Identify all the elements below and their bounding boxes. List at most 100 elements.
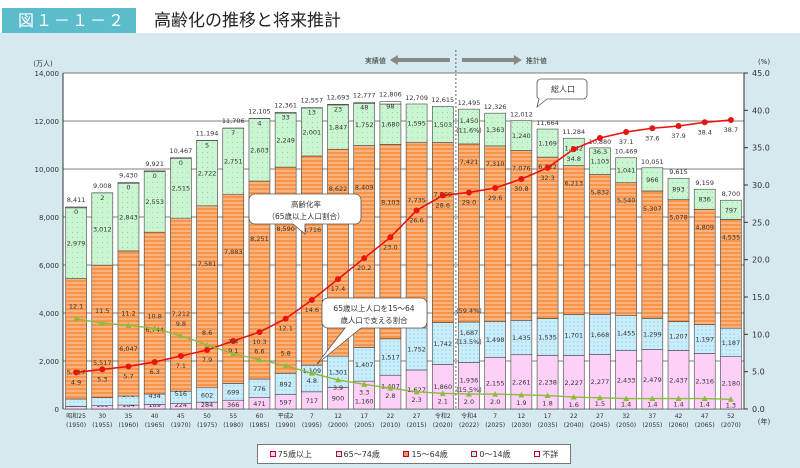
legend-item-75plus: 75歳以上	[269, 449, 312, 460]
x-tick-year: (2010)	[380, 422, 400, 429]
x-tick-year: (1950)	[66, 422, 86, 429]
bar-label-age15_64: 7,581	[198, 260, 217, 268]
bar-label-age15_64: 7,076	[512, 164, 531, 172]
x-tick-year: (1960)	[119, 422, 139, 429]
bar-age15_64	[431, 142, 454, 323]
bar-label-age15_64: 7,883	[224, 248, 243, 256]
bar-label-age0_14: 1,103	[591, 158, 610, 166]
x-tick-era: 45	[177, 413, 185, 420]
x-tick-era: 37	[649, 413, 657, 420]
bar-label-age0_14: 2,722	[198, 170, 217, 178]
bar-label-age15_64: 4,535	[722, 233, 741, 241]
point-label-aging_rate: 17.4	[331, 285, 345, 293]
bar-label-unknown: 0	[153, 172, 157, 180]
bar-label-unknown: 13	[308, 109, 316, 117]
point-label-support_ratio: 3.9	[333, 384, 343, 392]
bar-label-age15_64: 5,832	[591, 188, 610, 196]
bar-label-age15_64: 5,307	[643, 205, 662, 213]
annotation-age65_74: (13.5%)	[456, 338, 482, 346]
y-axis-unit: (万人)	[33, 60, 53, 68]
point-support_ratio	[465, 391, 472, 397]
bar-label-age75plus: 471	[253, 400, 265, 408]
point-label-support_ratio: 2.0	[490, 398, 500, 406]
figure-title: 高齢化の推移と将来推計	[154, 11, 341, 31]
x-tick-year: (2005)	[354, 422, 374, 429]
point-label-support_ratio: 4.8	[307, 377, 317, 385]
point-label-support_ratio: 7.4	[228, 338, 238, 346]
bar-label-unknown: 7	[231, 129, 235, 137]
bar-age0_14	[536, 128, 559, 158]
total-label: 9,008	[93, 182, 112, 190]
point-label-support_ratio: 2.1	[438, 397, 448, 405]
bar-age15_64	[301, 155, 323, 366]
point-label-aging_rate: 7.1	[176, 362, 186, 370]
point-label-aging_rate: 36.3	[593, 148, 607, 156]
total-label: 12,693	[327, 93, 350, 101]
y-tick-label: 12,000	[35, 118, 60, 126]
bar-label-age0_14: 797	[725, 206, 737, 214]
bar-unknown	[170, 157, 192, 159]
bar-label-age15_64: 8,716	[303, 226, 322, 234]
point-support_ratio	[308, 370, 315, 376]
total-label: 12,361	[274, 101, 297, 109]
line-support_ratio	[75, 317, 731, 400]
x-tick-era: 27	[596, 413, 604, 420]
y-tick-label: 8,000	[39, 214, 59, 222]
x-tick-year: (2035)	[538, 422, 558, 429]
point-label-support_ratio: 1.6	[569, 401, 579, 409]
x-tick-year: (2070)	[721, 422, 741, 429]
callout-aging-text: 高齢化率	[291, 199, 321, 209]
bar-label-age75plus: 900	[332, 395, 344, 403]
point-aging_rate	[518, 176, 525, 183]
point-label-aging_rate: 4.9	[71, 378, 81, 386]
total-label: 9,615	[669, 168, 688, 176]
callout-aging-text: （65歳以上人口割合）	[267, 211, 344, 221]
point-support_ratio	[177, 332, 184, 339]
bar-label-age0_14: 836	[699, 196, 711, 204]
bar-label-age75plus: 2,437	[669, 376, 688, 384]
bar-label-age0_14: 2,979	[67, 239, 86, 247]
bar-label-unknown: 33	[281, 113, 289, 121]
point-label-support_ratio: 1.4	[700, 401, 710, 409]
bar-unknown	[143, 170, 166, 173]
bar-age0_14	[720, 199, 742, 220]
bar-label-age75plus: 1,936	[460, 376, 479, 384]
bar-label-age0_14: 1,041	[617, 167, 636, 175]
bar-label-unknown: 0	[74, 208, 78, 216]
x-tick-year: (2000)	[328, 422, 348, 429]
point-support_ratio	[230, 350, 237, 357]
bar-age65_74	[65, 398, 87, 407]
point-aging_rate	[256, 329, 263, 336]
point-label-aging_rate: 34.8	[567, 155, 581, 163]
bar-age15_64	[484, 145, 506, 322]
bar-label-age65_74: 1,435	[512, 334, 531, 342]
point-label-aging_rate: 6.3	[150, 368, 160, 376]
bar-label-unknown: 98	[386, 103, 394, 111]
bar-label-age65_74: 1,207	[669, 333, 688, 341]
y-tick-label: 4,000	[39, 310, 59, 318]
point-support_ratio	[439, 390, 446, 396]
point-label-support_ratio: 1.4	[621, 401, 631, 409]
x-tick-year: (2045)	[590, 422, 610, 429]
total-label: 8,411	[67, 196, 86, 204]
bar-label-age75plus: 597	[279, 398, 291, 406]
y2-tick-label: 0.0	[752, 405, 765, 414]
bar-age0_14	[510, 120, 533, 151]
x-tick-year: (1995)	[302, 422, 322, 429]
bar-label-age0_14: 2,751	[224, 158, 243, 166]
point-support_ratio	[125, 322, 132, 328]
x-tick-era: 35	[125, 413, 133, 420]
total-label: 12,105	[248, 107, 271, 115]
bar-label-age0_14: 1,240	[512, 132, 531, 140]
x-tick-era: 12	[518, 413, 526, 420]
bar-unknown	[117, 182, 140, 184]
bar-label-age75plus: 2,316	[695, 378, 714, 386]
y2-axis-unit: (%)	[758, 58, 770, 66]
point-support_ratio	[204, 341, 211, 348]
point-label-support_ratio: 1.8	[542, 400, 552, 408]
point-aging_rate	[439, 192, 446, 199]
legend-label: 0～14歳	[479, 449, 511, 459]
legend-item-15-64: 15～64歳	[403, 449, 448, 460]
bar-age0_14	[431, 105, 454, 143]
